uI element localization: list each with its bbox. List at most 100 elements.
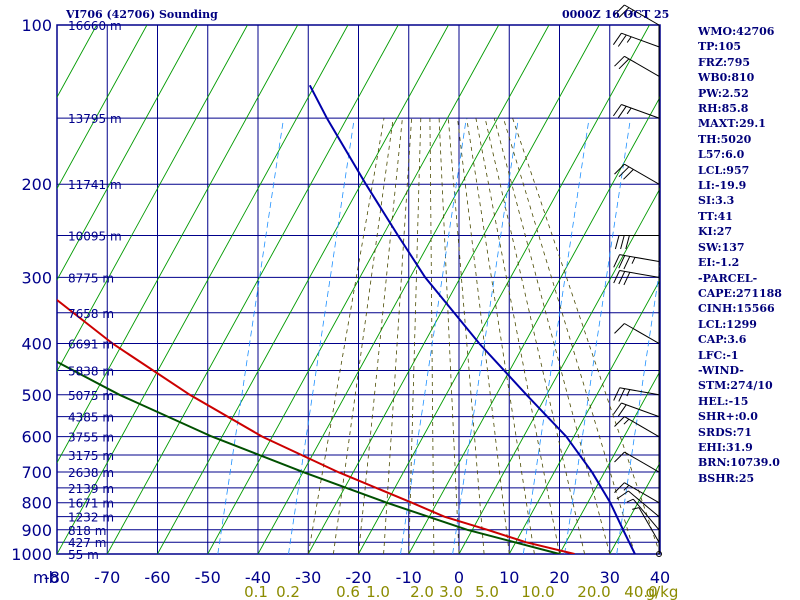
barb-flag xyxy=(623,256,631,270)
barb-flag xyxy=(618,166,630,178)
stability-index-item: RH:85.8 xyxy=(698,102,749,116)
barb-flag xyxy=(616,490,629,500)
stability-index-item: -PARCEL- xyxy=(698,271,758,285)
height-label: 6691 m xyxy=(68,337,114,351)
barb-flag xyxy=(618,388,626,402)
mixing-ratio-label: 20.0 xyxy=(577,583,610,600)
mixing-ratio-label: 1.0 xyxy=(366,583,390,600)
mixing-ratio-line xyxy=(288,118,355,554)
chart-datetime: 0000Z 16 OCT 25 xyxy=(562,8,670,21)
barb-staff xyxy=(619,270,660,278)
height-label: 2638 m xyxy=(68,466,114,480)
wind-barb xyxy=(614,163,660,185)
mixing-ratio-lines xyxy=(217,118,660,554)
stability-index-item: BRN:10739.0 xyxy=(698,456,780,470)
mixing-ratio-label: 3.0 xyxy=(439,583,463,600)
barb-staff xyxy=(619,254,660,263)
height-label: 818 m xyxy=(68,524,106,538)
moist-adiabat-line xyxy=(512,118,660,554)
barb-flag xyxy=(618,58,630,70)
wind-barb xyxy=(613,254,660,270)
barb-staff xyxy=(621,32,660,48)
moist-adiabat-line xyxy=(358,118,403,554)
stability-index-item: CINH:15566 xyxy=(698,302,775,316)
temperature-tick-label: -30 xyxy=(295,568,321,587)
barb-staff xyxy=(624,482,660,504)
barb-flag xyxy=(612,402,622,415)
isotherm-line xyxy=(57,25,349,554)
moist-adiabat-line xyxy=(438,118,460,554)
wind-barb xyxy=(614,451,660,473)
barb-flag xyxy=(617,105,627,118)
isotherm-line xyxy=(157,25,449,554)
barb-flag xyxy=(614,323,625,334)
stability-index-item: FRZ:795 xyxy=(698,55,751,69)
height-label: 13795 m xyxy=(68,112,122,126)
stability-index-item: CAP:3.6 xyxy=(698,333,747,347)
stability-indices: WMO:42706 TP:105 FRZ:795 WB0:810 PW:2.52 RH:8… xyxy=(698,24,782,486)
stability-index-item: -WIND- xyxy=(698,363,744,377)
barb-flag xyxy=(614,163,625,175)
wind-barb xyxy=(612,104,660,119)
pressure-tick-label: 500 xyxy=(21,386,52,405)
wind-barb xyxy=(614,323,660,344)
height-label: 5838 m xyxy=(68,365,114,379)
height-label: 4385 m xyxy=(68,411,114,425)
isotherm-line xyxy=(57,25,248,373)
temperature-tick-label: -60 xyxy=(144,568,170,587)
wind-barb xyxy=(656,551,662,557)
moist-adiabat-line xyxy=(307,118,385,554)
wind-barbs xyxy=(612,4,662,557)
height-label: 5075 m xyxy=(68,389,114,403)
moist-adiabat-line xyxy=(408,118,422,554)
barb-staff xyxy=(619,387,660,396)
temperature-tick-label: 40 xyxy=(650,568,670,587)
barb-flag xyxy=(613,254,621,268)
moist-adiabat-line xyxy=(503,118,636,554)
height-label: 55 m xyxy=(68,548,99,562)
temperature-tick-label: -80 xyxy=(44,568,70,587)
height-label: 427 m xyxy=(68,536,106,550)
wind-barb xyxy=(613,270,660,286)
height-label: 2139 m xyxy=(68,482,114,496)
barb-flag xyxy=(614,416,625,427)
mixing-ratio-label: 0.6 xyxy=(336,583,360,600)
pressure-tick-label: 600 xyxy=(21,428,52,447)
barb-staff xyxy=(632,498,660,531)
barb-flag xyxy=(612,104,622,117)
moist-adiabat-line xyxy=(447,118,485,554)
isotherm-line xyxy=(609,461,660,554)
moist-adiabat-line xyxy=(383,118,412,554)
stability-index-item: LFC:-1 xyxy=(698,348,739,362)
barb-staff xyxy=(624,451,660,473)
pressure-tick-label: 100 xyxy=(21,16,52,35)
mixing-ratio-line xyxy=(217,118,284,554)
barb-flag xyxy=(623,272,631,286)
isotherm-line xyxy=(559,370,660,554)
barb-flag xyxy=(612,32,622,45)
barb-flag xyxy=(613,387,621,401)
mixing-ratio-label: 0.2 xyxy=(276,583,300,600)
barb-flag xyxy=(623,484,630,491)
temperature-tick-label: 0 xyxy=(454,568,464,587)
isotherm-line xyxy=(257,25,550,554)
wind-barb xyxy=(614,235,660,250)
height-label: 8775 m xyxy=(68,271,114,285)
moist-adiabat-line xyxy=(466,118,535,554)
moist-adiabat-line xyxy=(457,118,510,554)
wind-barb xyxy=(614,416,660,438)
stability-index-item: BSHR:25 xyxy=(698,471,755,485)
barb-staff xyxy=(624,55,660,77)
sounding-profiles xyxy=(57,84,636,554)
pressure-tick-label: 300 xyxy=(21,268,52,287)
temperature-tick-label: 10 xyxy=(499,568,519,587)
height-label: 10095 m xyxy=(68,230,122,244)
barb-flag xyxy=(632,507,640,510)
wind-barb xyxy=(614,55,660,77)
stability-index-item: SRDS:71 xyxy=(698,425,752,439)
mixing-ratio-line xyxy=(452,118,519,554)
barb-flag xyxy=(613,270,621,284)
height-label: 3175 m xyxy=(68,449,114,463)
mixing-ratio-label: 2.0 xyxy=(410,583,434,600)
